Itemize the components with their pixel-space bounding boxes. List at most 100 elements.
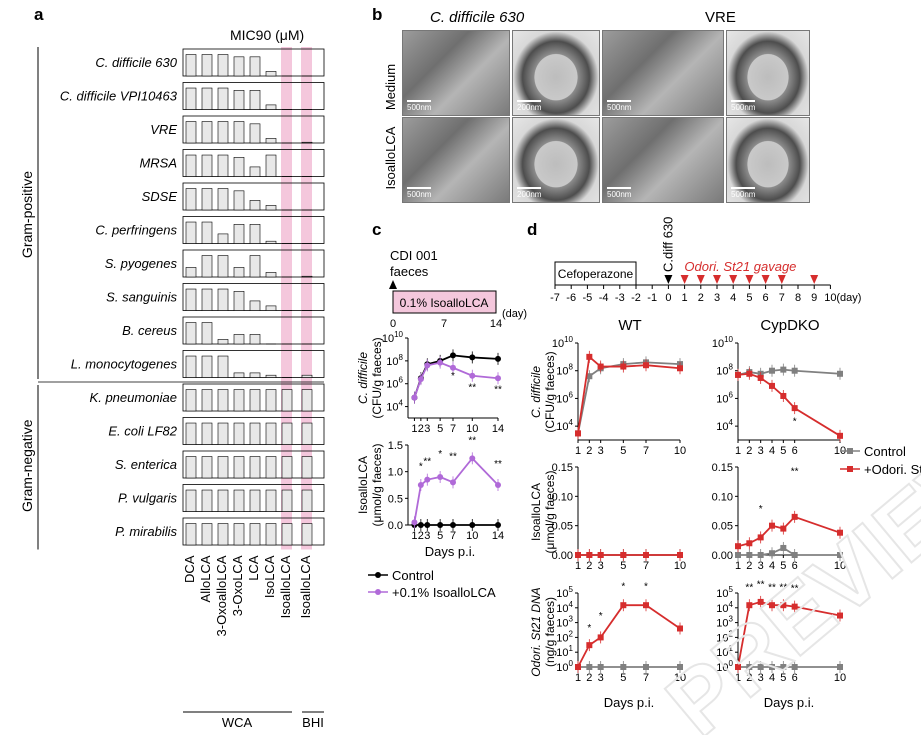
data-point (746, 552, 753, 558)
data-point (417, 376, 424, 383)
x-tick-label: 3 (758, 672, 764, 684)
timeline-tick-d: -2 (631, 292, 641, 304)
data-point (495, 522, 501, 528)
mic-bar (249, 200, 261, 211)
organism-label: E. coli LF82 (108, 424, 177, 439)
y-tick-label: 1010 (552, 335, 574, 350)
y-tick-label: 1.5 (388, 440, 403, 452)
x-tick-label: 4 (769, 672, 775, 684)
data-point (437, 359, 444, 366)
mic-bar (185, 54, 197, 77)
data-point (837, 432, 843, 439)
x-tick-label: 1 (411, 530, 417, 542)
gavage-arrow-d (696, 275, 705, 284)
series-line (737, 372, 841, 437)
significance-mark: * (419, 462, 423, 473)
xlabel-c: Days p.i. (425, 544, 476, 559)
series-line (737, 368, 841, 376)
mic-bar (249, 523, 261, 546)
media-label-wca: WCA (222, 715, 253, 730)
y-tick-label: 105 (716, 585, 733, 600)
data-point (780, 664, 787, 670)
organism-label: MRSA (139, 156, 177, 171)
x-tick-label: 3 (424, 423, 430, 435)
significance-mark: * (599, 611, 603, 622)
mic-bar (233, 56, 245, 77)
mic-bar (249, 90, 261, 110)
ylabel-d-r1-2: (CFU/g faeces) (543, 351, 557, 432)
em-cdiff-medium-tem: 200nm (512, 30, 600, 116)
organism-label: K. pneumoniae (90, 390, 177, 405)
x-tick-label: 1 (575, 560, 581, 572)
x-tick-label: 2 (746, 560, 752, 572)
data-point (780, 525, 787, 532)
x-tick-label: 10 (674, 560, 686, 572)
y-tick-label: 106 (556, 390, 573, 405)
x-tick-label: 3 (758, 445, 764, 457)
x-tick-label: 5 (437, 423, 443, 435)
x-tick-label: 7 (643, 445, 649, 457)
ylabel-d-r3-1: Odori. St21 DNA (529, 587, 543, 676)
mic-bar (301, 275, 313, 278)
mic-bar (201, 154, 213, 177)
significance-mark: ** (449, 452, 457, 463)
mic-bar (217, 523, 229, 546)
legend-marker-control (375, 572, 381, 578)
data-point (417, 522, 424, 528)
mic-bar (201, 54, 213, 77)
data-point (469, 354, 476, 361)
timeline-tick-d: -1 (647, 292, 657, 304)
data-point (643, 362, 649, 369)
y-tick-label: 104 (556, 418, 573, 433)
mic-bar (233, 190, 245, 211)
data-point (411, 519, 418, 526)
data-point (780, 392, 787, 399)
data-point (746, 370, 753, 377)
em-vre-medium-sem: 500nm (602, 30, 724, 116)
y-tick-label: 101 (556, 644, 573, 659)
faeces-label: faeces (390, 264, 429, 279)
data-point (597, 552, 604, 558)
x-tick-label: 5 (620, 560, 626, 572)
data-point (677, 552, 683, 558)
timeline-tick-d: -5 (583, 292, 593, 304)
mic-bar (217, 121, 229, 144)
mic-bar (185, 389, 197, 412)
em-cdiff-isoallo-sem: 500nm (402, 117, 510, 203)
mic-bar (281, 456, 293, 479)
data-point (780, 544, 787, 551)
gavage-arrow-d (713, 275, 721, 284)
data-point (620, 552, 627, 558)
mic-bar (233, 291, 245, 311)
em-vre-isoallo-tem: 500nm (726, 117, 810, 203)
timeline-tick-d: 3 (714, 292, 720, 304)
data-point (643, 602, 649, 609)
significance-mark: ** (768, 582, 776, 593)
gavage-arrow-d (810, 275, 819, 284)
data-point (643, 552, 649, 558)
cdi-label: CDI 001 (390, 248, 438, 263)
x-tick-label: 1 (735, 445, 741, 457)
data-point (769, 602, 775, 609)
data-point (643, 664, 649, 670)
mic-bar (249, 372, 261, 378)
timeline-tick-d: 7 (779, 292, 785, 304)
data-point (735, 543, 741, 550)
mic-bar (201, 389, 213, 412)
ylabel-d-r2-2: (μmol/g faeces) (543, 471, 557, 554)
organism-label: C. difficile 630 (95, 55, 177, 70)
mic-bar (233, 489, 245, 512)
mic-bar (265, 205, 277, 211)
x-tick-label: 7 (643, 560, 649, 572)
data-point (597, 634, 604, 641)
significance-mark: ** (494, 384, 502, 395)
em-cdiff-isoallo-tem: 200nm (512, 117, 600, 203)
data-point (450, 522, 456, 528)
organism-label: SDSE (142, 189, 178, 204)
panel-label-b: b (372, 5, 382, 24)
panel-label-c: c (372, 220, 381, 239)
data-point (769, 522, 775, 529)
em-vre-medium-tem: 500nm (726, 30, 810, 116)
y-tick-label: 100 (556, 659, 573, 674)
